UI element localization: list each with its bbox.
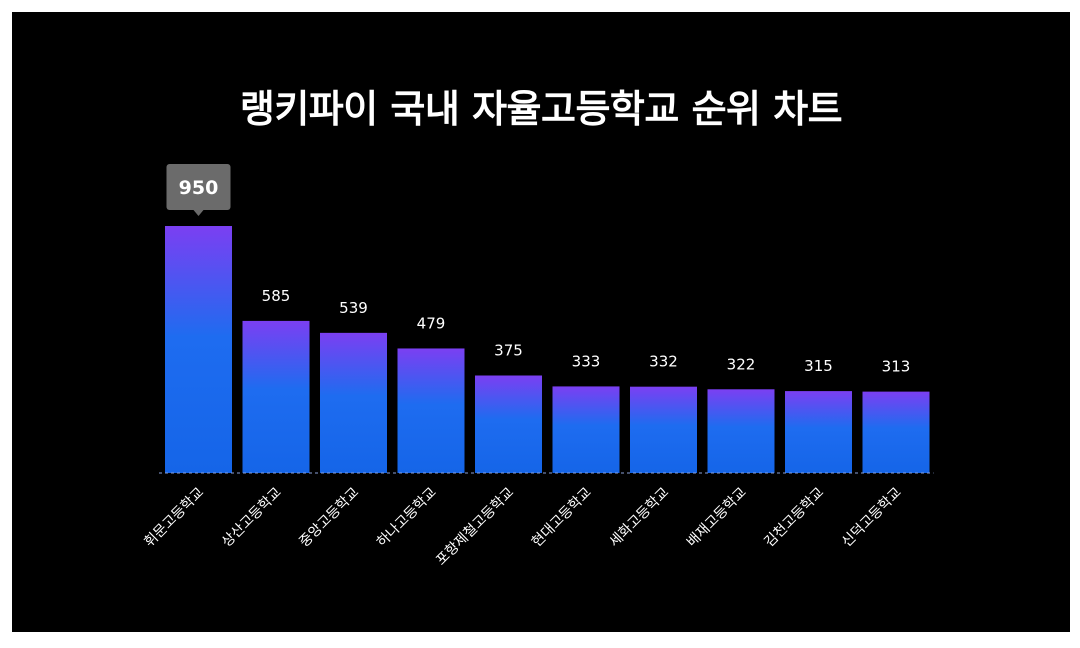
value-labels-group: 950 585 539 479 375 333 332 322 315 313	[166, 164, 911, 376]
x-tick-label-8: 배재고등학교	[684, 484, 750, 550]
bar-4	[397, 348, 465, 473]
value-label-8: 322	[727, 355, 756, 373]
value-label-7: 332	[649, 353, 678, 371]
x-tick-label-5: 포항제철고등학교	[433, 484, 517, 568]
highlight-callout-pointer	[193, 210, 204, 216]
x-tick-label-1: 휘문고등학교	[141, 484, 207, 550]
bar-5	[475, 375, 542, 473]
chart-title: 랭키파이 국내 자율고등학교 순위 차트	[239, 87, 843, 131]
bar-7	[630, 386, 697, 473]
value-label-3: 539	[339, 299, 368, 317]
x-tick-label-10: 신덕고등학교	[839, 484, 905, 550]
x-tick-label-6: 현대고등학교	[529, 484, 595, 550]
x-tick-label-9: 김천고등학교	[761, 484, 827, 550]
x-tick-label-2: 상산고등학교	[219, 484, 285, 550]
bar-3	[320, 332, 387, 473]
x-tick-label-4: 하나고등학교	[374, 484, 440, 550]
chart-frame: 랭키파이 국내 자율고등학교 순위 차트 950 585 539 479 375 333 3…	[12, 12, 1070, 632]
value-label-1: 950	[179, 177, 219, 199]
value-label-10: 313	[882, 358, 911, 376]
x-tick-label-3: 중앙고등학교	[296, 484, 362, 550]
bar-9	[785, 391, 852, 473]
highlight-callout-box	[166, 164, 231, 210]
value-label-5: 375	[494, 342, 523, 360]
bars-group	[165, 226, 930, 473]
bar-2	[242, 320, 310, 473]
bar-chart: 950 585 539 479 375 333 332 322 315 313 휘문고등학교 상산고…	[141, 164, 934, 569]
value-label-2: 585	[262, 287, 291, 305]
value-label-6: 333	[572, 352, 601, 370]
bar-6	[552, 386, 620, 473]
bar-10	[862, 391, 930, 473]
value-label-9: 315	[804, 357, 833, 375]
x-tick-label-7: 세화고등학교	[606, 484, 672, 550]
bar-8	[707, 389, 775, 473]
bar-1	[165, 226, 232, 473]
value-label-4: 479	[417, 314, 446, 332]
